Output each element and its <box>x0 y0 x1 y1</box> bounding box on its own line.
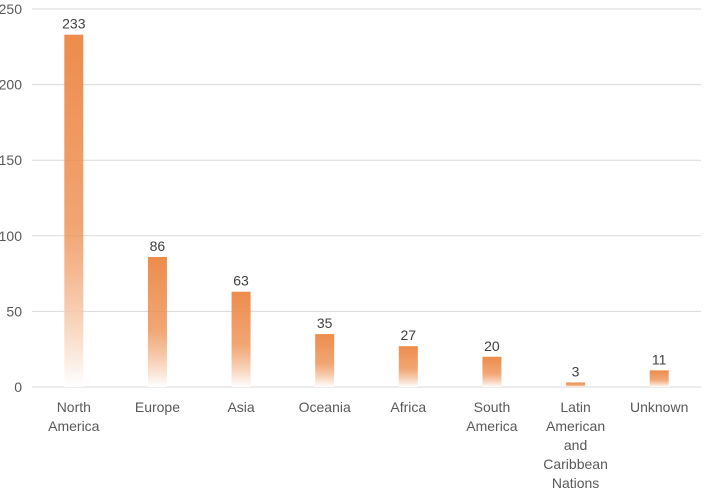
data-label: 3 <box>572 363 580 379</box>
data-label: 27 <box>401 327 417 343</box>
category-label: Unknown <box>630 399 688 415</box>
data-label: 20 <box>484 338 500 354</box>
gridlines <box>32 8 701 388</box>
category-label: Latin American and Caribbean Nations <box>543 399 608 491</box>
data-label: 63 <box>233 273 249 289</box>
category-label-line: Nations <box>552 475 599 491</box>
category-label: Africa <box>390 399 426 415</box>
y-tick-label: 50 <box>6 303 22 319</box>
y-tick-label: 200 <box>0 77 22 93</box>
category-label-line: Africa <box>390 399 426 415</box>
category-label-line: North <box>57 399 91 415</box>
y-tick-label: 0 <box>14 379 22 395</box>
y-tick-label: 250 <box>0 1 22 17</box>
data-label: 233 <box>62 16 86 32</box>
category-label: South America <box>466 399 518 434</box>
category-label: Oceania <box>299 399 351 415</box>
bars <box>64 34 669 387</box>
category-label-line: America <box>48 418 100 434</box>
category-label: Asia <box>227 399 254 415</box>
data-label: 35 <box>317 315 333 331</box>
category-label-line: Unknown <box>630 399 688 415</box>
category-label-line: America <box>466 418 518 434</box>
category-label-line: and <box>564 437 587 453</box>
y-axis-ticks: 0 50 100 150 200 250 <box>0 1 22 395</box>
bar <box>315 334 335 387</box>
bar <box>482 356 502 387</box>
x-axis-categories: North America Europe Asia Oceania Africa South… <box>48 399 688 491</box>
data-labels: 233 86 63 35 27 20 3 11 <box>62 16 667 380</box>
bar <box>147 256 167 387</box>
category-label-line: American <box>546 418 605 434</box>
category-label-line: Caribbean <box>543 456 608 472</box>
data-label: 11 <box>652 351 667 367</box>
category-label: Europe <box>135 399 180 415</box>
category-label-line: South <box>474 399 511 415</box>
y-tick-label: 100 <box>0 228 22 244</box>
bar <box>398 346 418 387</box>
category-label: North America <box>48 399 100 434</box>
y-tick-label: 150 <box>0 152 22 168</box>
category-label-line: Asia <box>227 399 254 415</box>
bar <box>566 382 586 387</box>
category-label-line: Latin <box>560 399 590 415</box>
bar <box>231 291 251 387</box>
category-label-line: Oceania <box>299 399 351 415</box>
category-label-line: Europe <box>135 399 180 415</box>
data-label: 86 <box>150 238 166 254</box>
bar <box>64 34 84 387</box>
bar <box>649 370 669 387</box>
